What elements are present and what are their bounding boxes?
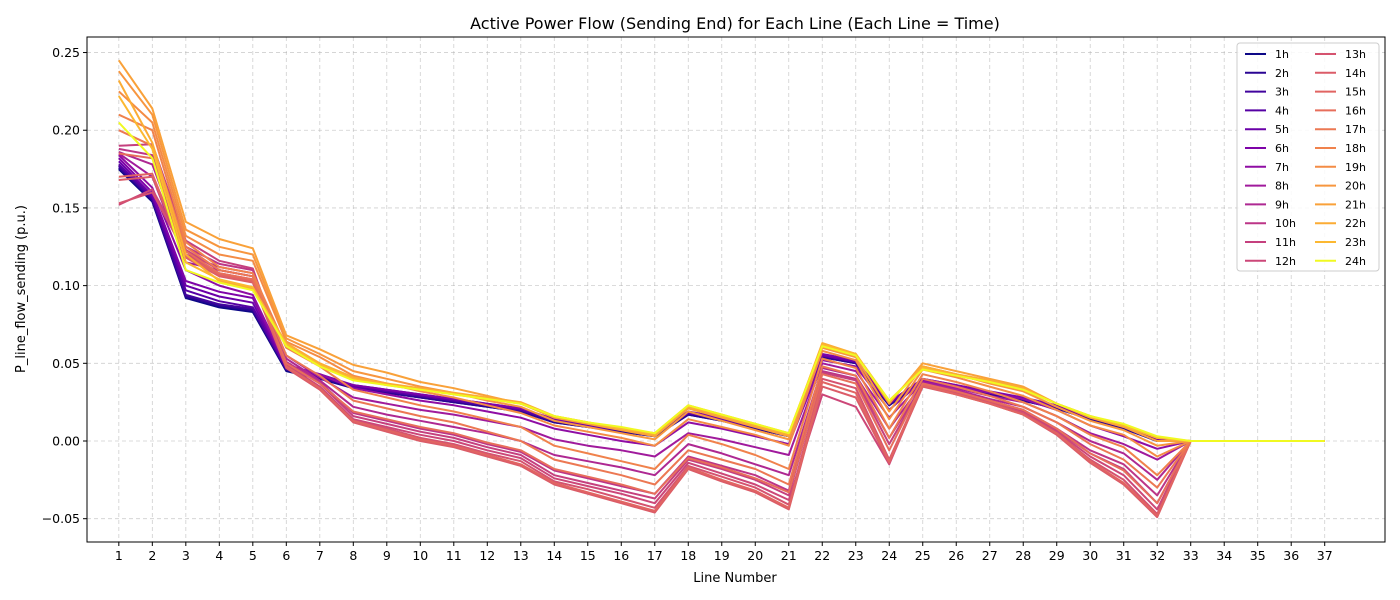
legend-label: 7h xyxy=(1275,161,1289,174)
y-tick-label: 0.05 xyxy=(52,356,80,371)
series-line-22h xyxy=(117,80,1325,442)
x-tick-label: 10 xyxy=(412,548,428,563)
y-tick-label: 0.00 xyxy=(52,434,80,449)
legend-label: 23h xyxy=(1345,236,1366,249)
x-tick-label: 29 xyxy=(1049,548,1065,563)
series-line-10h xyxy=(118,147,1325,497)
series-line-24h xyxy=(118,121,1325,442)
legend-label: 19h xyxy=(1345,161,1366,174)
series-line-16h xyxy=(118,152,1325,505)
x-tick-label: 5 xyxy=(249,548,257,563)
legend-label: 17h xyxy=(1345,123,1366,136)
x-tick-label: 21 xyxy=(781,548,797,563)
x-tick-label: 11 xyxy=(446,548,462,563)
grid-layer xyxy=(87,37,1385,542)
x-tick-label: 30 xyxy=(1082,548,1098,563)
x-tick-label: 8 xyxy=(349,548,357,563)
x-tick-label: 28 xyxy=(1015,548,1031,563)
legend-label: 14h xyxy=(1345,67,1366,80)
x-tick-label: 23 xyxy=(848,548,864,563)
plot-frame xyxy=(86,36,1386,543)
legend-label: 18h xyxy=(1345,142,1366,155)
x-tick-label: 14 xyxy=(546,548,562,563)
series-line-17h xyxy=(118,129,1325,489)
x-axis-title: Line Number xyxy=(693,571,777,586)
legend-label: 6h xyxy=(1275,142,1289,155)
series-line-5h xyxy=(118,160,1325,442)
series-line-20h xyxy=(118,70,1325,447)
x-tick-label: 19 xyxy=(714,548,730,563)
legend-label: 16h xyxy=(1345,104,1366,117)
y-tick-label: 0.10 xyxy=(52,278,80,293)
y-axis-title: P_line_flow_sending (p.u.) xyxy=(14,205,29,373)
y-tick-label: 0.15 xyxy=(52,200,80,215)
series-line-19h xyxy=(118,90,1325,458)
legend-label: 10h xyxy=(1275,217,1296,230)
x-tick-label: 9 xyxy=(383,548,391,563)
legend-label: 3h xyxy=(1275,86,1289,99)
legend-label: 12h xyxy=(1275,255,1296,268)
series-line-7h xyxy=(118,154,1325,450)
x-tick-label: 25 xyxy=(915,548,931,563)
series-line-14h xyxy=(118,175,1325,519)
x-tick-label: 7 xyxy=(316,548,324,563)
x-tick-label: 35 xyxy=(1250,548,1266,563)
x-tick-label: 27 xyxy=(982,548,998,563)
legend-label: 11h xyxy=(1275,236,1296,249)
x-tick-label: 15 xyxy=(580,548,596,563)
legend-label: 21h xyxy=(1345,198,1366,211)
x-tick-label: 16 xyxy=(613,548,629,563)
x-tick-label: 2 xyxy=(148,548,156,563)
legend-label: 5h xyxy=(1275,123,1289,136)
x-tick-label: 32 xyxy=(1149,548,1165,563)
x-tick-label: 6 xyxy=(282,548,290,563)
x-tick-label: 26 xyxy=(948,548,964,563)
x-tick-label: 20 xyxy=(747,548,763,563)
x-tick-label: 24 xyxy=(881,548,897,563)
legend-label: 9h xyxy=(1275,198,1289,211)
legend-label: 22h xyxy=(1345,217,1366,230)
legend-label: 24h xyxy=(1345,255,1366,268)
legend-box xyxy=(1236,42,1380,272)
legend-label: 20h xyxy=(1345,180,1366,193)
x-tick-label: 22 xyxy=(814,548,830,563)
y-tick-label: 0.20 xyxy=(52,123,80,138)
x-tick-label: 1 xyxy=(115,548,123,563)
series-line-9h xyxy=(118,151,1325,481)
legend: 1h 2h 3h 4h 5h 6h 7h 8h 9h 10h 11h 12h 13h 14h 15h 16h 1… xyxy=(1236,42,1380,272)
series-line-8h xyxy=(118,152,1325,461)
legend-label: 1h xyxy=(1275,48,1289,61)
x-tick-label: 33 xyxy=(1183,548,1199,563)
x-tick-label: 31 xyxy=(1116,548,1132,563)
legend-label: 13h xyxy=(1345,48,1366,61)
series-line-21h xyxy=(117,59,1325,442)
legend-label: 8h xyxy=(1275,180,1289,193)
x-tick-label: 18 xyxy=(680,548,696,563)
x-tick-label: 17 xyxy=(647,548,663,563)
x-tick-label: 12 xyxy=(479,548,495,563)
y-tick-label: 0.25 xyxy=(52,45,80,60)
ticks-layer: 1 2 3 4 5 6 7 8 9 10 11 12 13 14 15 16 17 18 19 20 21 22 23 24 2… xyxy=(42,45,1333,563)
series-layer xyxy=(117,59,1325,519)
legend-label: 2h xyxy=(1275,67,1289,80)
x-tick-label: 3 xyxy=(182,548,190,563)
x-tick-label: 34 xyxy=(1216,548,1232,563)
legend-label: 4h xyxy=(1275,104,1289,117)
x-tick-label: 37 xyxy=(1317,548,1333,563)
x-tick-label: 4 xyxy=(215,548,223,563)
x-tick-label: 36 xyxy=(1283,548,1299,563)
y-tick-label: −0.05 xyxy=(42,511,80,526)
series-line-15h xyxy=(118,172,1325,517)
series-line-12h xyxy=(118,188,1325,511)
chart-title: Active Power Flow (Sending End) for Each… xyxy=(470,14,1000,33)
legend-label: 15h xyxy=(1345,86,1366,99)
x-tick-label: 13 xyxy=(513,548,529,563)
